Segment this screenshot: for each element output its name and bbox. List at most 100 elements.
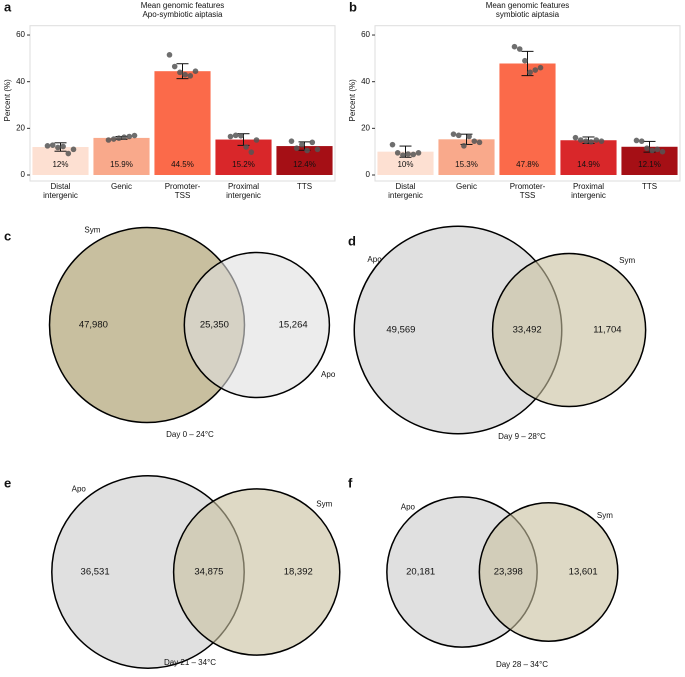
value-label: 15.3% xyxy=(455,160,478,169)
data-point xyxy=(461,143,467,149)
data-point xyxy=(131,132,138,139)
value-label: 12.4% xyxy=(293,160,316,169)
chart-title: Mean genomic features xyxy=(141,1,225,10)
x-tick-label: Promoter- xyxy=(510,182,546,191)
venn-count: 13,601 xyxy=(569,567,598,578)
data-point xyxy=(654,146,661,153)
data-point xyxy=(177,69,183,76)
data-point xyxy=(394,150,401,156)
x-tick-label: TTS xyxy=(297,182,312,191)
data-point xyxy=(471,138,478,144)
venn-caption: Day 21 – 34°C xyxy=(164,658,216,667)
bar xyxy=(93,137,150,175)
venn-count: 34,875 xyxy=(194,567,223,578)
venn-caption: Day 0 – 24°C xyxy=(166,430,214,439)
set-label: Sym xyxy=(84,226,100,235)
data-point xyxy=(644,145,650,151)
data-point xyxy=(577,137,584,143)
venn-count: 15,264 xyxy=(279,320,308,331)
venn-count: 25,350 xyxy=(200,320,229,331)
plot-area xyxy=(29,25,336,182)
data-point xyxy=(309,139,316,146)
data-point xyxy=(400,152,406,158)
panel-label: f xyxy=(348,475,353,490)
venn-count: 33,492 xyxy=(513,325,542,336)
data-point xyxy=(232,132,239,139)
data-point xyxy=(116,135,122,141)
y-tick-label: 20 xyxy=(16,123,25,132)
data-point xyxy=(405,151,411,157)
y-tick-label: 20 xyxy=(361,123,370,132)
set-label: Sym xyxy=(619,256,635,265)
chart-title: Apo-symbiotic aiptasia xyxy=(142,10,223,19)
value-label: 12% xyxy=(52,160,68,169)
x-tick-label: Proximal xyxy=(573,182,604,191)
chart-title: symbiotic aiptasia xyxy=(496,10,560,19)
chart-title: Mean genomic features xyxy=(486,1,570,10)
data-point xyxy=(389,141,396,148)
data-point xyxy=(248,149,255,155)
venn-set xyxy=(183,251,331,399)
data-point xyxy=(288,138,295,144)
data-point xyxy=(455,132,462,139)
data-point xyxy=(243,144,249,150)
x-tick-label: intergenic xyxy=(388,191,423,200)
data-point xyxy=(299,141,305,148)
y-tick-label: 0 xyxy=(366,170,371,179)
value-label: 44.5% xyxy=(171,160,194,169)
y-tick-label: 60 xyxy=(361,30,370,39)
set-label: Apo xyxy=(367,255,382,264)
data-point xyxy=(476,139,483,146)
data-point xyxy=(511,43,518,50)
data-point xyxy=(192,68,199,74)
data-point xyxy=(583,138,589,144)
data-point xyxy=(121,134,127,141)
data-point xyxy=(522,57,528,64)
x-tick-label: Distal xyxy=(50,182,70,191)
data-point xyxy=(182,71,188,78)
y-tick-label: 0 xyxy=(21,170,26,179)
panel-label: c xyxy=(4,228,11,243)
set-label: Apo xyxy=(401,503,416,512)
y-tick-label: 40 xyxy=(16,77,25,86)
bar xyxy=(377,151,434,175)
data-point xyxy=(253,137,260,143)
venn-count: 49,569 xyxy=(386,325,415,336)
x-tick-label: intergenic xyxy=(43,191,78,200)
x-tick-label: TSS xyxy=(175,191,191,200)
data-point xyxy=(633,137,640,144)
panel-label: d xyxy=(348,233,356,248)
data-point xyxy=(572,134,579,141)
venn-count: 18,392 xyxy=(284,567,313,578)
plot-area xyxy=(374,25,681,182)
data-point xyxy=(415,150,422,156)
bar xyxy=(560,140,617,175)
x-tick-label: intergenic xyxy=(571,191,606,200)
data-point xyxy=(238,133,244,139)
panel-label: b xyxy=(349,0,357,14)
set-label: Sym xyxy=(316,500,332,509)
x-tick-label: Distal xyxy=(395,182,415,191)
venn-count: 23,398 xyxy=(494,567,523,578)
data-point xyxy=(227,133,234,140)
data-point xyxy=(314,146,321,153)
y-tick-label: 60 xyxy=(16,30,25,39)
data-point xyxy=(649,147,655,154)
value-label: 15.9% xyxy=(110,160,133,169)
data-point xyxy=(659,148,666,155)
data-point xyxy=(450,131,457,137)
x-tick-label: Genic xyxy=(456,182,477,191)
x-tick-label: TSS xyxy=(520,191,536,200)
x-tick-label: Promoter- xyxy=(165,182,201,191)
x-tick-label: Genic xyxy=(111,182,132,191)
set-label: Sym xyxy=(597,511,613,520)
data-point xyxy=(527,69,533,76)
x-tick-label: intergenic xyxy=(226,191,261,200)
data-point xyxy=(171,63,178,70)
data-point xyxy=(304,147,310,154)
value-label: 15.2% xyxy=(232,160,255,169)
data-point xyxy=(126,133,133,140)
data-point xyxy=(110,136,117,142)
data-point xyxy=(516,46,523,52)
